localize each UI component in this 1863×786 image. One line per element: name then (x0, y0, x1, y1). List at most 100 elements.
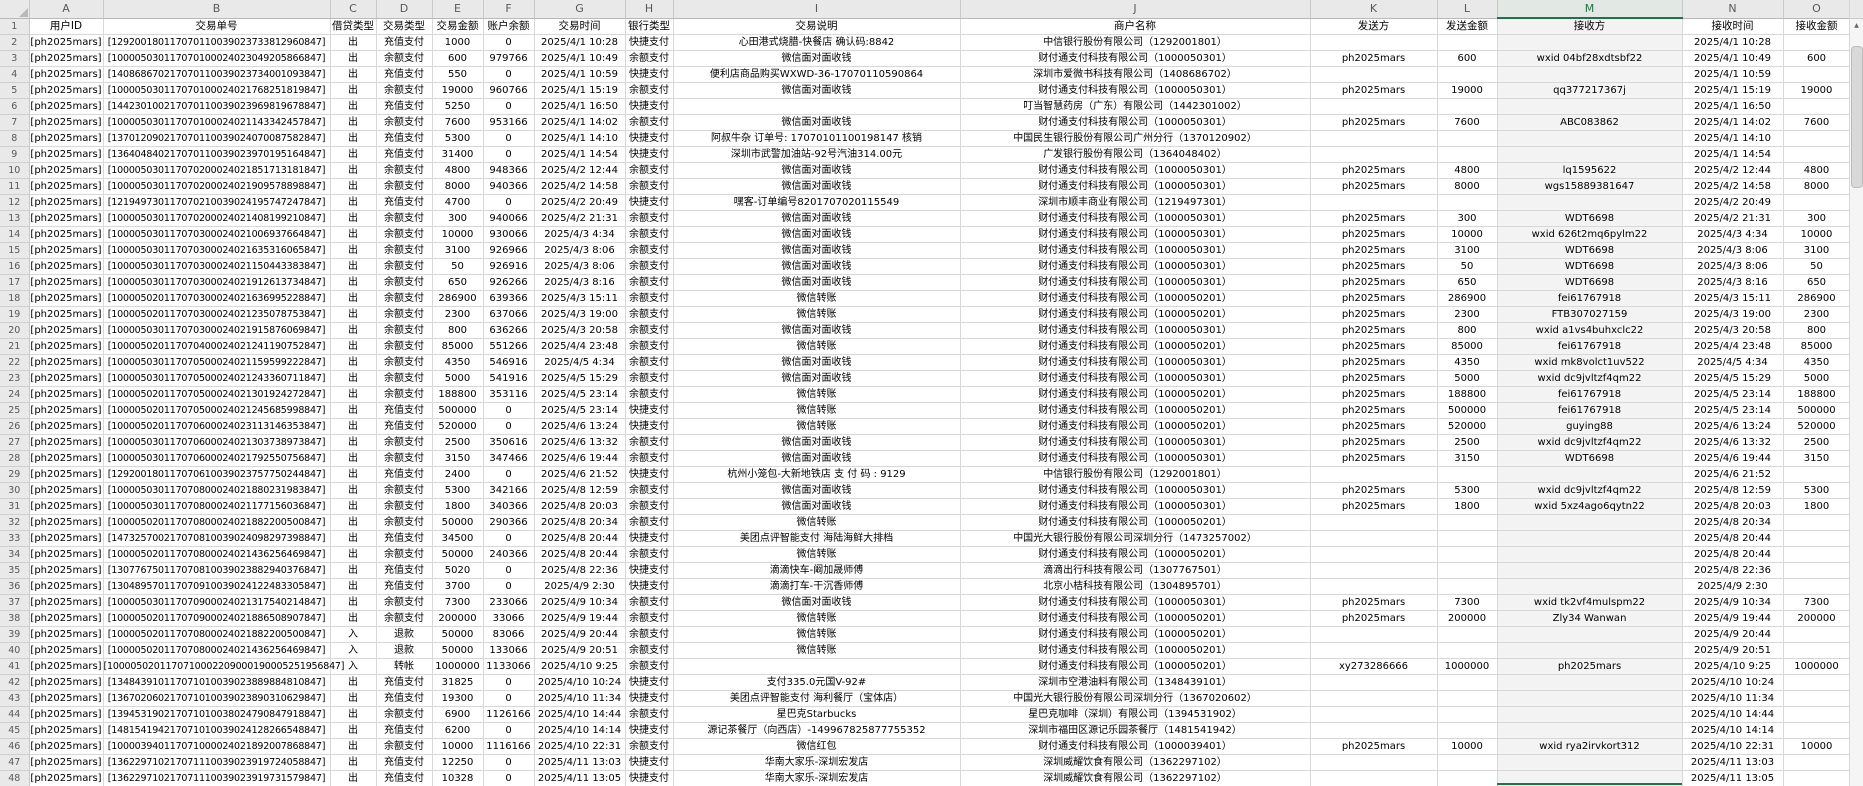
cell[interactable]: ph2025mars (1310, 434, 1438, 451)
cell[interactable]: 3100 (432, 242, 484, 259)
cell[interactable]: 充值支付 (376, 98, 433, 115)
cell[interactable] (1310, 66, 1438, 83)
cell[interactable]: 350616 (483, 434, 535, 451)
column-header-B[interactable]: B (103, 0, 331, 19)
cell[interactable]: 余额支付 (376, 594, 433, 611)
cell[interactable]: ph2025mars (1310, 114, 1438, 131)
cell[interactable]: 余额支付 (625, 706, 674, 723)
cell[interactable] (1497, 674, 1683, 691)
cell[interactable]: 4800 (1783, 162, 1851, 179)
cell[interactable]: 余额支付 (625, 738, 674, 755)
cell[interactable]: [121949730117070210039024195747247847] (103, 194, 331, 211)
cell[interactable]: 2025/4/3 19:00 (1682, 306, 1784, 323)
column-header-F[interactable]: F (483, 0, 535, 19)
cell[interactable]: 2025/4/9 10:34 (534, 594, 626, 611)
cell[interactable]: 充值支付 (376, 402, 433, 419)
cell[interactable]: [ph2025mars] (29, 754, 104, 771)
cell[interactable] (1437, 194, 1498, 211)
cell[interactable]: 美团点评智能支付 海陆海鲜大排档 (673, 530, 961, 547)
cell[interactable] (1310, 754, 1438, 771)
cell[interactable] (1783, 34, 1851, 51)
cell[interactable]: 940366 (483, 178, 535, 195)
cell[interactable]: 快捷支付 (625, 578, 674, 595)
cell[interactable]: 深圳市空港油料有限公司（1348439101） (960, 674, 1311, 691)
cell[interactable]: ph2025mars (1310, 50, 1438, 67)
cell[interactable]: 余额支付 (625, 226, 674, 243)
cell[interactable]: 2025/4/11 13:05 (534, 770, 626, 786)
cell[interactable]: 50000 (432, 546, 484, 563)
cell[interactable]: 2025/4/8 20:03 (1682, 498, 1784, 515)
cell[interactable] (1437, 530, 1498, 547)
cell[interactable]: 出 (330, 578, 377, 595)
row-header[interactable]: 36 (0, 578, 30, 595)
cell[interactable]: 10000 (432, 226, 484, 243)
column-header-J[interactable]: J (960, 0, 1311, 19)
cell[interactable]: 快捷支付 (625, 530, 674, 547)
cell[interactable]: 2500 (1437, 434, 1498, 451)
cell[interactable]: 充值支付 (376, 466, 433, 483)
cell[interactable] (1437, 770, 1498, 786)
cell[interactable]: 10000 (1783, 738, 1851, 755)
cell[interactable]: [136404840217070110039023970195164847] (103, 146, 331, 163)
cell[interactable]: 余额支付 (376, 82, 433, 99)
cell[interactable]: 财付通支付科技有限公司（1000050301） (960, 274, 1311, 291)
cell[interactable]: 余额支付 (625, 50, 674, 67)
cell[interactable]: 19300 (432, 690, 484, 707)
row-header[interactable]: 10 (0, 162, 30, 179)
cell[interactable]: 500000 (1783, 402, 1851, 419)
cell[interactable] (1497, 530, 1683, 547)
row-header[interactable]: 28 (0, 450, 30, 467)
row-header[interactable]: 46 (0, 738, 30, 755)
cell[interactable]: [100005030117070600024021792550756847] (103, 450, 331, 467)
cell[interactable]: xy273286666 (1310, 658, 1438, 675)
cell[interactable] (1783, 690, 1851, 707)
cell[interactable]: [100005020117070800024021882200500847] (103, 626, 331, 643)
cell[interactable]: 7300 (1783, 594, 1851, 611)
cell[interactable]: 342166 (483, 482, 535, 499)
cell[interactable]: [ph2025mars] (29, 594, 104, 611)
cell[interactable]: 财付通支付科技有限公司（1000039401） (960, 738, 1311, 755)
cell[interactable]: 余额支付 (625, 658, 674, 675)
cell[interactable]: 出 (330, 370, 377, 387)
cell[interactable]: wgs15889381647 (1497, 178, 1683, 195)
cell[interactable]: 4350 (1437, 354, 1498, 371)
cell[interactable]: 财付通支付科技有限公司（1000050301） (960, 258, 1311, 275)
row-header[interactable]: 47 (0, 754, 30, 771)
row-header[interactable]: 43 (0, 690, 30, 707)
cell[interactable] (1310, 578, 1438, 595)
row-header[interactable]: 8 (0, 130, 30, 147)
cell[interactable] (1310, 690, 1438, 707)
cell[interactable]: 余额支付 (625, 258, 674, 275)
cell[interactable]: [ph2025mars] (29, 450, 104, 467)
cell[interactable]: 出 (330, 50, 377, 67)
cell[interactable]: wxid tk2vf4mulspm22 (1497, 594, 1683, 611)
field-header-cell[interactable]: 账户余额 (483, 18, 535, 35)
cell[interactable]: [100005020117070900024021886508907847] (103, 610, 331, 627)
cell[interactable]: 余额支付 (376, 162, 433, 179)
cell[interactable]: 300 (1783, 210, 1851, 227)
cell[interactable]: 余额支付 (625, 386, 674, 403)
cell[interactable]: 546916 (483, 354, 535, 371)
cell[interactable]: 华南大家乐-深圳宏发店 (673, 770, 961, 786)
cell[interactable]: 2025/4/10 10:24 (534, 674, 626, 691)
cell[interactable]: ph2025mars (1310, 242, 1438, 259)
cell[interactable] (1497, 546, 1683, 563)
cell[interactable]: 转帐 (376, 658, 433, 675)
cell[interactable]: [ph2025mars] (29, 690, 104, 707)
cell[interactable]: 2025/4/1 14:02 (534, 114, 626, 131)
cell[interactable]: 出 (330, 498, 377, 515)
cell[interactable]: 出 (330, 482, 377, 499)
cell[interactable]: 233066 (483, 594, 535, 611)
cell[interactable] (1437, 626, 1498, 643)
cell[interactable]: [129200180117070610039023757750244847] (103, 466, 331, 483)
cell[interactable]: 出 (330, 690, 377, 707)
cell[interactable]: ph2025mars (1310, 162, 1438, 179)
cell[interactable]: ph2025mars (1310, 610, 1438, 627)
cell[interactable]: ph2025mars (1497, 658, 1683, 675)
cell[interactable] (1310, 530, 1438, 547)
cell[interactable]: FTB307027159 (1497, 306, 1683, 323)
cell[interactable]: 500000 (432, 402, 484, 419)
field-header-cell[interactable]: 接收金额 (1783, 18, 1851, 35)
cell[interactable]: 2025/4/1 14:54 (534, 146, 626, 163)
cell[interactable]: 财付通支付科技有限公司（1000050301） (960, 82, 1311, 99)
